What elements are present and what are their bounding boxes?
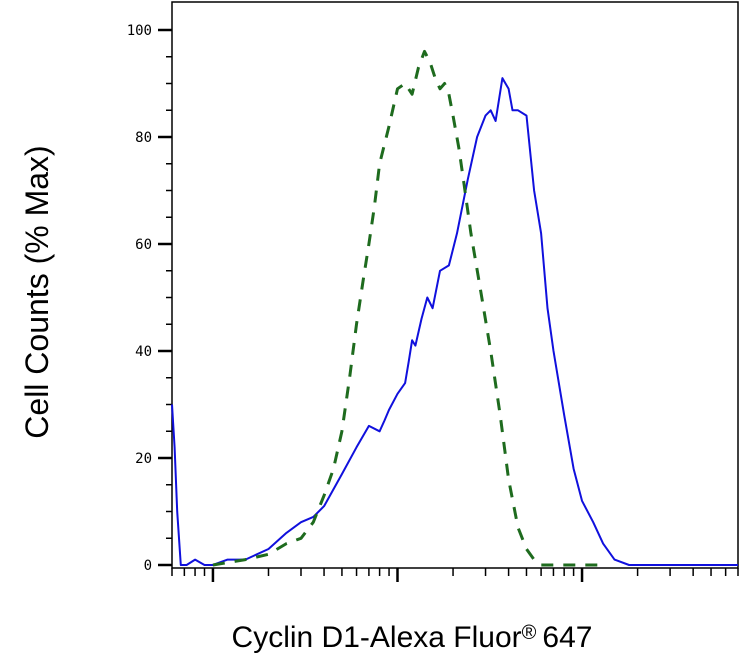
series-solid-line [171,77,738,566]
y-tick-label: 0 [144,558,152,574]
y-tick-label: 20 [135,451,152,467]
series-dashed-line [212,49,604,567]
plot-frame [171,1,739,569]
y-tick-label: 80 [135,130,152,146]
registered-mark: ® [522,622,537,644]
y-axis-title: Cell Counts (% Max) [19,145,55,438]
y-tick-label: 40 [135,344,152,360]
x-axis-title-main: Cyclin D1-Alexa Fluor [232,621,522,654]
x-axis-ticks [171,568,739,582]
y-tick-label: 100 [127,23,152,39]
series-layer [171,49,738,567]
y-tick-label: 60 [135,237,152,253]
y-axis-ticks: 0 20 40 60 80 100 [127,23,172,574]
x-axis-title: Cyclin D1-Alexa Fluor® 647 [232,621,593,654]
x-axis-title-suffix: 647 [542,621,592,654]
